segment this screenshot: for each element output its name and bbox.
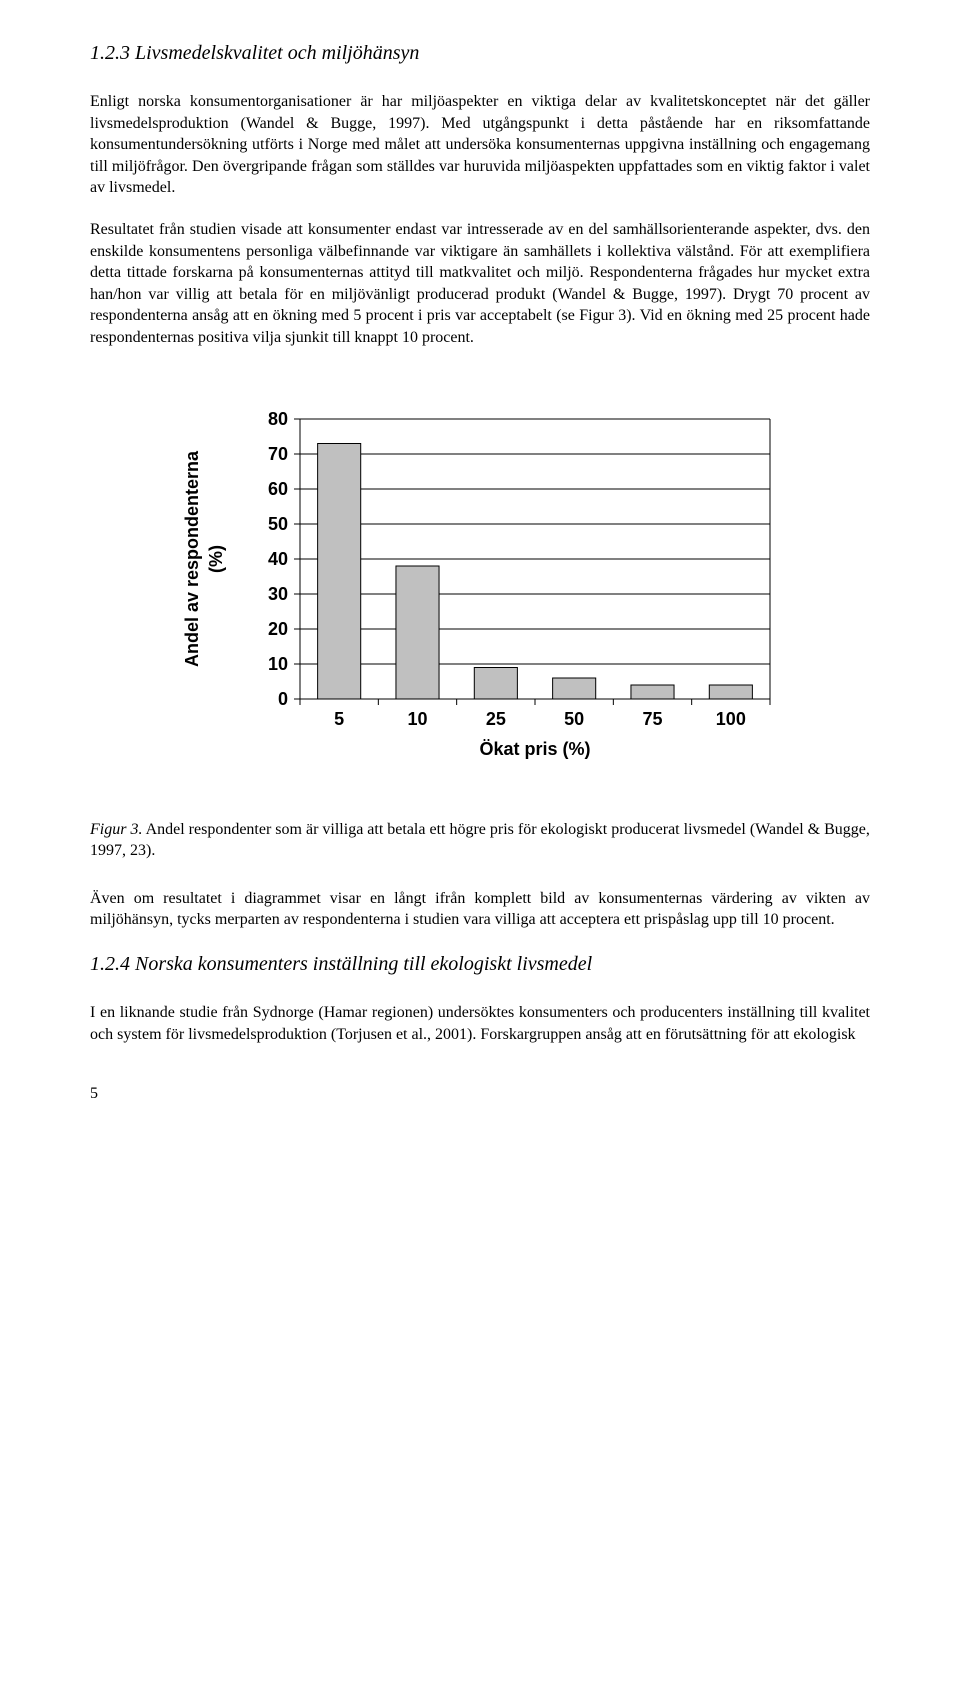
svg-text:25: 25 <box>486 709 506 729</box>
svg-text:75: 75 <box>642 709 662 729</box>
section-heading-2: 1.2.4 Norska konsumenters inställning ti… <box>90 951 870 978</box>
paragraph-2: Resultatet från studien visade att konsu… <box>90 219 870 349</box>
page-number: 5 <box>90 1083 870 1105</box>
bar-chart-svg: 0 10 20 30 40 50 60 70 80 5 10 25 50 75 100 Ökat pris (… <box>160 399 800 779</box>
svg-text:50: 50 <box>268 514 288 534</box>
svg-text:80: 80 <box>268 409 288 429</box>
paragraph-1: Enligt norska konsumentorganisationer är… <box>90 91 870 199</box>
svg-text:0: 0 <box>278 689 288 709</box>
paragraph-4: I en liknande studie från Sydnorge (Hama… <box>90 1002 870 1045</box>
svg-text:10: 10 <box>268 654 288 674</box>
svg-text:30: 30 <box>268 584 288 604</box>
section-heading-1: 1.2.3 Livsmedelskvalitet och miljöhänsyn <box>90 40 870 67</box>
svg-text:5: 5 <box>334 709 344 729</box>
figure-label: Figur 3. <box>90 821 142 838</box>
figure-caption: Figur 3. Andel respondenter som är villi… <box>90 819 870 862</box>
svg-text:20: 20 <box>268 619 288 639</box>
paragraph-3: Även om resultatet i diagrammet visar en… <box>90 888 870 931</box>
svg-text:60: 60 <box>268 479 288 499</box>
svg-text:40: 40 <box>268 549 288 569</box>
svg-text:50: 50 <box>564 709 584 729</box>
bar-chart: 0 10 20 30 40 50 60 70 80 5 10 25 50 75 100 Ökat pris (… <box>160 399 800 779</box>
svg-text:Ökat pris (%): Ökat pris (%) <box>479 739 590 759</box>
svg-text:70: 70 <box>268 444 288 464</box>
figure-text: Andel respondenter som är villiga att be… <box>90 821 870 860</box>
svg-text:100: 100 <box>716 709 746 729</box>
svg-text:(%): (%) <box>206 545 226 573</box>
svg-text:Andel av respondenterna: Andel av respondenterna <box>182 450 202 667</box>
svg-text:10: 10 <box>407 709 427 729</box>
